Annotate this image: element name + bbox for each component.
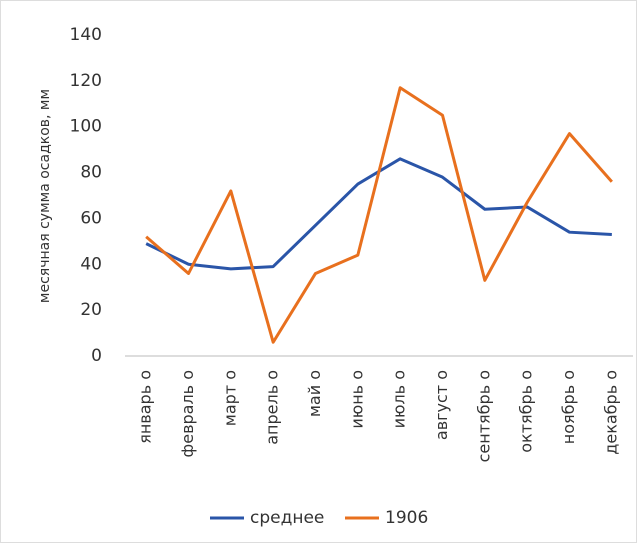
y-tick-label: 120	[70, 71, 102, 91]
y-tick-label: 100	[70, 117, 102, 137]
legend-label: среднее	[250, 508, 324, 528]
x-tick-label: сентябрь о	[474, 370, 493, 462]
x-tick-label: июнь о	[347, 370, 366, 429]
x-tick-label: ноябрь о	[559, 370, 578, 444]
y-tick-label: 0	[91, 346, 102, 366]
x-tick-label: август о	[432, 370, 451, 440]
x-tick-label: март о	[220, 370, 239, 426]
legend-label: 1906	[385, 508, 428, 528]
series-line	[145, 86, 613, 344]
x-tick-label: апрель о	[263, 370, 282, 445]
x-tick-label: октябрь о	[517, 370, 536, 453]
y-tick-label: 20	[80, 300, 102, 320]
y-tick-label: 140	[70, 25, 102, 45]
y-axis-title: месячная сумма осадков, мм	[37, 89, 53, 303]
x-tick-label: февраль о	[178, 370, 197, 457]
x-tick-label: май о	[305, 370, 324, 417]
x-tick-label: декабрь о	[601, 370, 620, 455]
x-tick-label: июль о	[390, 370, 409, 428]
y-tick-label: 60	[80, 208, 102, 228]
y-tick-label: 40	[80, 254, 102, 274]
x-tick-label: январь о	[136, 370, 155, 444]
y-tick-label: 80	[80, 163, 102, 183]
